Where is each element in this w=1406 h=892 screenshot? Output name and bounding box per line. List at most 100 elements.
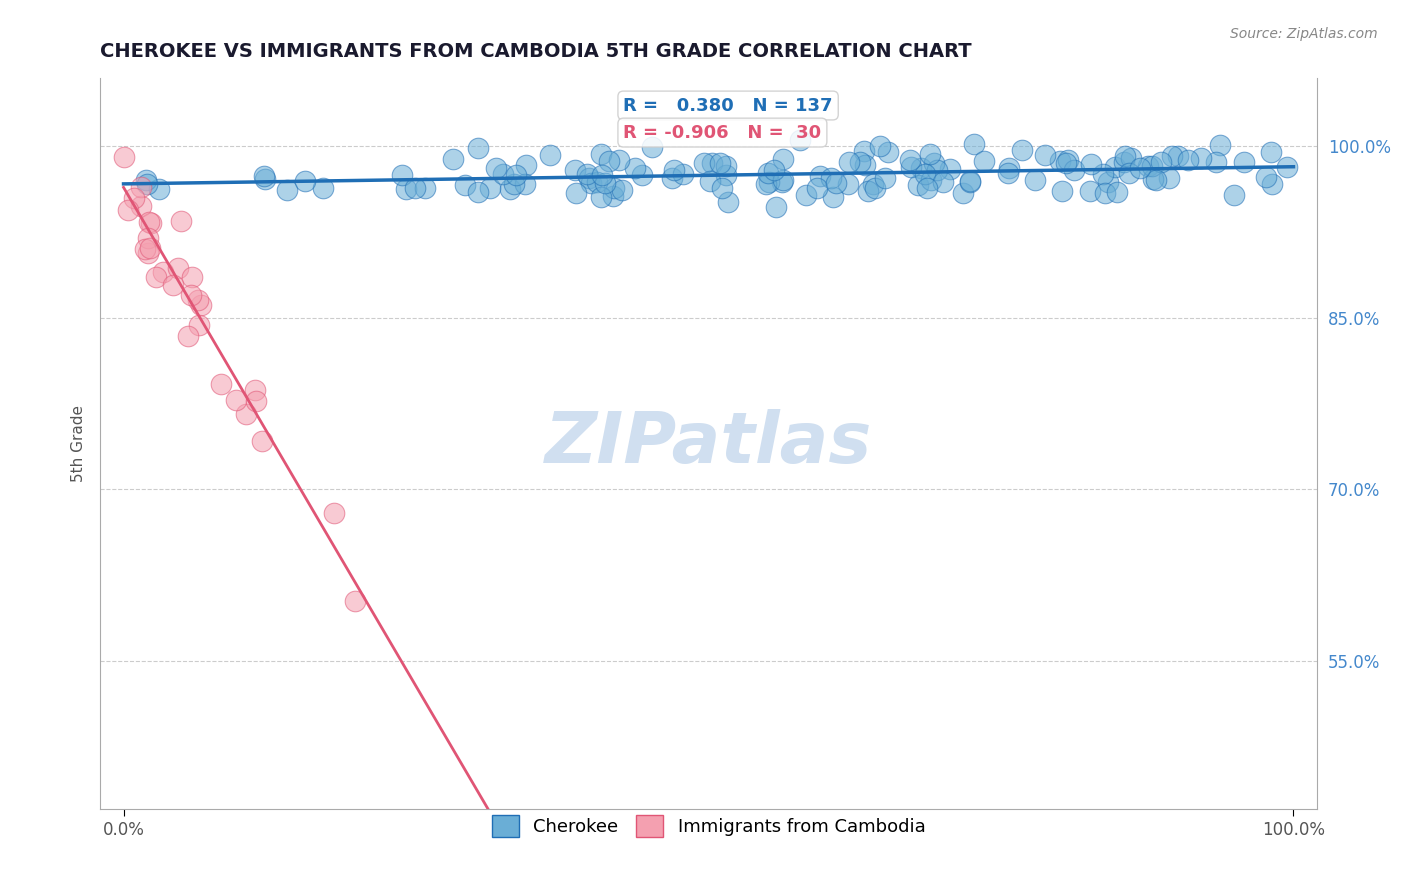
- Point: [312, 180, 335, 194]
- Point: [136, 177, 159, 191]
- Point: [276, 184, 298, 198]
- Point: [702, 155, 724, 169]
- Point: [1177, 153, 1199, 168]
- Point: [139, 216, 162, 230]
- Point: [598, 153, 620, 168]
- Point: [148, 182, 170, 196]
- Point: [863, 181, 886, 195]
- Point: [914, 167, 936, 181]
- Point: [858, 184, 880, 198]
- Point: [593, 176, 616, 190]
- Point: [136, 231, 159, 245]
- Point: [927, 162, 949, 177]
- Point: [578, 170, 600, 185]
- Point: [765, 201, 787, 215]
- Point: [253, 169, 276, 183]
- Point: [591, 146, 613, 161]
- Point: [824, 177, 846, 191]
- Point: [640, 140, 662, 154]
- Point: [129, 199, 152, 213]
- Point: [250, 434, 273, 448]
- Point: [413, 181, 436, 195]
- Point: [145, 270, 167, 285]
- Point: [837, 177, 859, 191]
- Point: [152, 265, 174, 279]
- Point: [602, 188, 624, 202]
- Point: [323, 506, 346, 520]
- Point: [1050, 184, 1073, 198]
- Point: [492, 167, 515, 181]
- Point: [225, 392, 247, 407]
- Point: [122, 191, 145, 205]
- Point: [714, 168, 737, 182]
- Point: [1049, 153, 1071, 168]
- Point: [1094, 186, 1116, 200]
- Point: [187, 293, 209, 307]
- Point: [591, 190, 613, 204]
- Point: [167, 260, 190, 275]
- Point: [820, 170, 842, 185]
- Point: [1104, 161, 1126, 175]
- Point: [1209, 138, 1232, 153]
- Point: [789, 132, 811, 146]
- Point: [135, 172, 157, 186]
- Point: [959, 173, 981, 187]
- Point: [717, 195, 740, 210]
- Point: [1277, 160, 1299, 174]
- Point: [564, 186, 586, 200]
- Point: [134, 242, 156, 256]
- Point: [162, 277, 184, 292]
- Point: [699, 174, 721, 188]
- Point: [1189, 151, 1212, 165]
- Point: [1057, 153, 1080, 168]
- Point: [1157, 171, 1180, 186]
- Point: [1112, 155, 1135, 169]
- Point: [1205, 154, 1227, 169]
- Legend: Cherokee, Immigrants from Cambodia: Cherokee, Immigrants from Cambodia: [484, 807, 932, 844]
- Point: [180, 270, 202, 285]
- Point: [515, 158, 537, 172]
- Point: [1011, 144, 1033, 158]
- Point: [129, 180, 152, 194]
- Point: [502, 177, 524, 191]
- Point: [716, 159, 738, 173]
- Point: [209, 376, 232, 391]
- Point: [245, 394, 267, 409]
- Point: [794, 188, 817, 202]
- Point: [939, 162, 962, 177]
- Point: [952, 186, 974, 200]
- Point: [187, 318, 209, 332]
- Point: [910, 161, 932, 175]
- Point: [1063, 163, 1085, 178]
- Point: [853, 144, 876, 158]
- Point: [1107, 185, 1129, 199]
- Point: [1142, 159, 1164, 173]
- Point: [711, 181, 734, 195]
- Point: [758, 166, 780, 180]
- Point: [235, 407, 257, 421]
- Point: [603, 181, 626, 195]
- Point: [1261, 177, 1284, 191]
- Point: [806, 181, 828, 195]
- Point: [1160, 149, 1182, 163]
- Point: [998, 161, 1021, 175]
- Point: [630, 168, 652, 182]
- Point: [623, 161, 645, 176]
- Point: [662, 163, 685, 178]
- Point: [294, 174, 316, 188]
- Point: [391, 169, 413, 183]
- Point: [485, 161, 508, 175]
- Point: [1144, 173, 1167, 187]
- Point: [772, 152, 794, 166]
- Point: [1260, 145, 1282, 160]
- Point: [1142, 172, 1164, 186]
- Point: [138, 246, 160, 260]
- Point: [772, 173, 794, 187]
- Point: [758, 175, 780, 189]
- Point: [505, 168, 527, 182]
- Point: [1223, 188, 1246, 202]
- Point: [441, 152, 464, 166]
- Point: [997, 166, 1019, 180]
- Point: [1091, 167, 1114, 181]
- Point: [180, 288, 202, 302]
